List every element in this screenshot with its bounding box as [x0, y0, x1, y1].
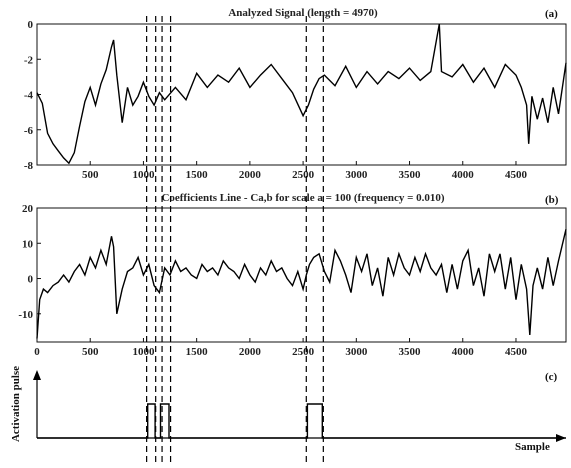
panel-a-label: (a) [545, 8, 558, 20]
panel-c-label: (c) [545, 371, 558, 383]
panel-a: Analyzed Signal (length = 4970) (a) 500 1… [24, 7, 567, 181]
x-tick-label: 3000 [345, 346, 368, 358]
panel-c-x-label: Sample [515, 441, 550, 453]
panel-c-pulse-line [37, 403, 566, 439]
panel-b-frame [36, 207, 567, 343]
panel-a-frame [36, 23, 567, 166]
x-tick-label: 2000 [239, 346, 262, 358]
panel-b: Coefficients Line - Ca,b for scale a = 1… [18, 192, 567, 358]
x-tick-label: 0 [34, 346, 40, 358]
panel-b-title: Coefficients Line - Ca,b for scale a = 1… [161, 192, 444, 204]
x-tick-label: 1500 [186, 169, 209, 181]
y-tick-label: 0 [28, 19, 34, 31]
sample-markers [146, 16, 324, 466]
x-tick-label: 3500 [399, 169, 422, 181]
x-tick-label: 1000 [132, 169, 155, 181]
panel-b-label: (b) [545, 194, 559, 206]
x-tick-label: 1500 [186, 346, 209, 358]
panel-b-ticks: 0 500 1000 1500 2000 2500 3000 3500 4000 4500 20 10… [18, 203, 527, 358]
x-tick-label: 2500 [292, 346, 315, 358]
y-tick-label: 20 [22, 203, 34, 215]
y-tick-label: -8 [24, 160, 34, 172]
x-tick-label: 4000 [452, 346, 475, 358]
x-tick-label: 500 [82, 169, 99, 181]
panel-b-coefficients-line [36, 229, 567, 339]
panel-c: (c) Activation pulse Sample [10, 366, 566, 453]
panel-a-title: Analyzed Signal (length = 4970) [228, 7, 378, 19]
x-tick-label: 2500 [292, 169, 315, 181]
x-tick-label: 500 [82, 346, 99, 358]
y-tick-label: 0 [28, 274, 34, 286]
panel-a-signal-line [36, 23, 567, 165]
x-tick-label: 3500 [399, 346, 422, 358]
x-tick-label: 1000 [132, 346, 155, 358]
panel-c-y-label: Activation pulse [10, 366, 22, 442]
y-tick-label: 10 [22, 238, 34, 250]
y-axis-arrow-icon [33, 370, 41, 380]
panel-a-ticks: 500 1000 1500 2000 2500 3000 3500 4000 4500 0 -2 -4… [24, 19, 528, 181]
x-tick-label: 4500 [505, 169, 528, 181]
x-tick-label: 4000 [452, 169, 475, 181]
x-tick-label: 3000 [345, 169, 368, 181]
y-tick-label: -2 [24, 54, 34, 66]
y-tick-label: -10 [18, 309, 33, 321]
y-tick-label: -6 [24, 125, 34, 137]
x-tick-label: 2000 [239, 169, 262, 181]
y-tick-label: -4 [24, 90, 34, 102]
x-tick-label: 4500 [505, 346, 528, 358]
